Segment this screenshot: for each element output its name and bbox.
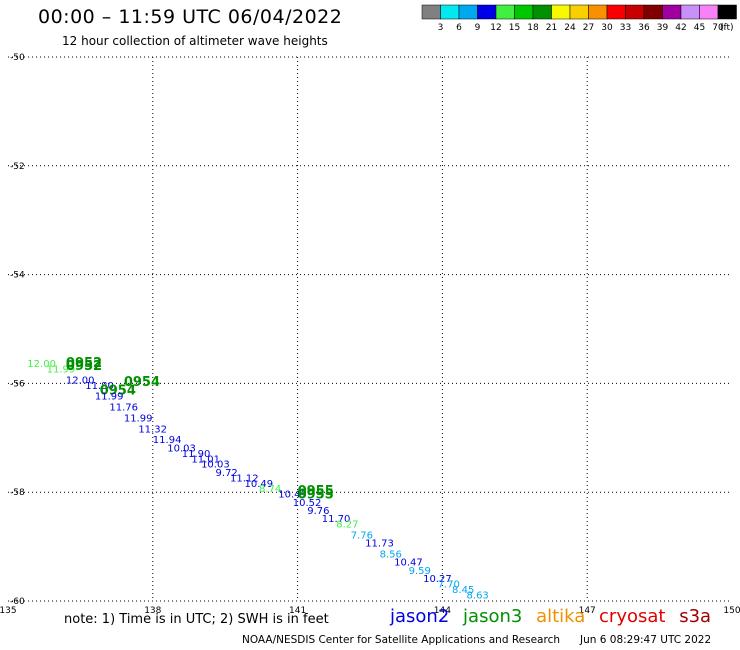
x-tick-label: 150	[723, 606, 740, 616]
wave-height-label: 11.73	[365, 539, 394, 550]
colorbar-swatch	[606, 4, 626, 20]
colorbar-label: 70	[712, 23, 724, 33]
colorbar-label: 45	[694, 23, 705, 33]
wave-height-label: 12.00	[27, 359, 56, 370]
colorbar-swatch	[662, 4, 682, 20]
colorbar-label: 9	[475, 23, 481, 33]
colorbar-label: 18	[527, 23, 539, 33]
wave-height-label: 9.76	[307, 506, 329, 517]
wave-height-label: 11.12	[230, 473, 259, 484]
x-tick-label: 138	[144, 606, 161, 616]
wave-height-label: 10.03	[167, 443, 196, 454]
wave-height-label: 11.90	[182, 449, 211, 460]
wave-height-label: 7.76	[351, 530, 373, 541]
credit-line: NOAA/NESDIS Center for Satellite Applica…	[242, 634, 560, 646]
colorbar-swatch	[495, 4, 515, 20]
colorbar-label: 27	[583, 23, 594, 33]
chart-title: 00:00 – 11:59 UTC 06/04/2022	[38, 6, 343, 28]
wave-height-label: 10.47	[394, 558, 423, 569]
footnote: note: 1) Time is in UTC; 2) SWH is in fe…	[64, 612, 329, 627]
wave-height-label: 8.63	[467, 590, 489, 601]
wave-height-label: 8.45	[452, 585, 474, 596]
time-label: 0954	[124, 375, 160, 390]
chart-subtitle: 12 hour collection of altimeter wave hei…	[62, 34, 328, 48]
wave-height-label: 11.99	[47, 365, 76, 376]
wave-height-label: 11.32	[138, 424, 167, 435]
wave-height-label: 8.27	[336, 520, 358, 531]
y-tick-label: -52	[10, 162, 25, 172]
colorbar-swatch	[477, 4, 497, 20]
colorbar-swatch	[532, 4, 552, 20]
time-label: 0955	[298, 484, 334, 499]
colorbar-swatch	[514, 4, 534, 20]
wave-height-label: 10.45	[278, 490, 307, 501]
legend-s3a: s3a	[679, 606, 712, 627]
colorbar-swatch	[569, 4, 589, 20]
wave-height-label: 11.76	[109, 403, 138, 414]
x-tick-label: 144	[434, 606, 451, 616]
time-label: 0954	[100, 383, 136, 398]
colorbar-swatch	[625, 4, 645, 20]
colorbar-label: 15	[509, 23, 520, 33]
y-tick-label: -58	[10, 488, 25, 498]
colorbar-swatch	[680, 4, 700, 20]
colorbar-label: 39	[657, 23, 669, 33]
wave-height-label: 7.70	[438, 579, 460, 590]
legend-jason2: jason2	[390, 606, 450, 627]
legend-jason3: jason3	[463, 606, 523, 627]
colorbar-label: 24	[564, 23, 576, 33]
colorbar-swatch	[458, 4, 478, 20]
y-tick-label: -50	[10, 53, 25, 63]
time-label: 0955	[298, 488, 334, 503]
wave-height-label: 10.27	[423, 574, 452, 585]
wave-height-label: 10.49	[245, 479, 274, 490]
wave-height-label: 9.72	[216, 468, 238, 479]
wave-height-label: 11.94	[153, 435, 182, 446]
wave-height-label: 11.01	[191, 454, 220, 465]
colorbar-swatch	[440, 4, 460, 20]
colorbar-swatch	[699, 4, 719, 20]
time-label: 0952	[66, 359, 102, 374]
wave-height-label: 11.80	[85, 381, 114, 392]
time-label: 0952	[66, 356, 102, 371]
wave-height-label: 8.74	[259, 484, 281, 495]
wave-height-label: 8.56	[380, 549, 402, 560]
colorbar-swatch	[551, 4, 571, 20]
satellite-legend: jason2 jason3 altika cryosat s3a	[390, 606, 719, 627]
colorbar-swatch	[421, 4, 441, 20]
colorbar-swatch	[643, 4, 663, 20]
legend-cryosat: cryosat	[599, 606, 666, 627]
wave-height-label: 11.99	[124, 413, 153, 424]
colorbar-label: 6	[456, 23, 462, 33]
colorbar-swatch	[588, 4, 608, 20]
wave-height-label: 11.70	[322, 514, 351, 525]
colorbar-label: 3	[438, 23, 444, 33]
wave-height-label: 12.00	[66, 375, 95, 386]
colorbar-label: 30	[601, 23, 613, 33]
x-tick-label: 147	[579, 606, 596, 616]
colorbar-unit: (ft)	[720, 23, 734, 33]
wave-height-label: 9.59	[409, 566, 431, 577]
wave-height-label: 11.99	[95, 392, 124, 403]
colorbar-label: 42	[675, 23, 686, 33]
wave-height-label: 10.52	[293, 498, 322, 509]
colorbar-label: 12	[490, 23, 501, 33]
wave-height-label: 10.03	[201, 460, 230, 471]
colorbar-label: 33	[620, 23, 631, 33]
y-tick-label: -56	[10, 379, 25, 389]
legend-altika: altika	[536, 606, 586, 627]
colorbar-label: 36	[638, 23, 650, 33]
x-tick-label: 135	[0, 606, 17, 616]
x-tick-label: 141	[289, 606, 306, 616]
colorbar-swatch	[717, 4, 737, 20]
y-tick-label: -60	[10, 597, 25, 607]
y-tick-label: -54	[10, 271, 25, 281]
generated-timestamp: Jun 6 08:29:47 UTC 2022	[580, 634, 712, 646]
colorbar-label: 21	[546, 23, 557, 33]
